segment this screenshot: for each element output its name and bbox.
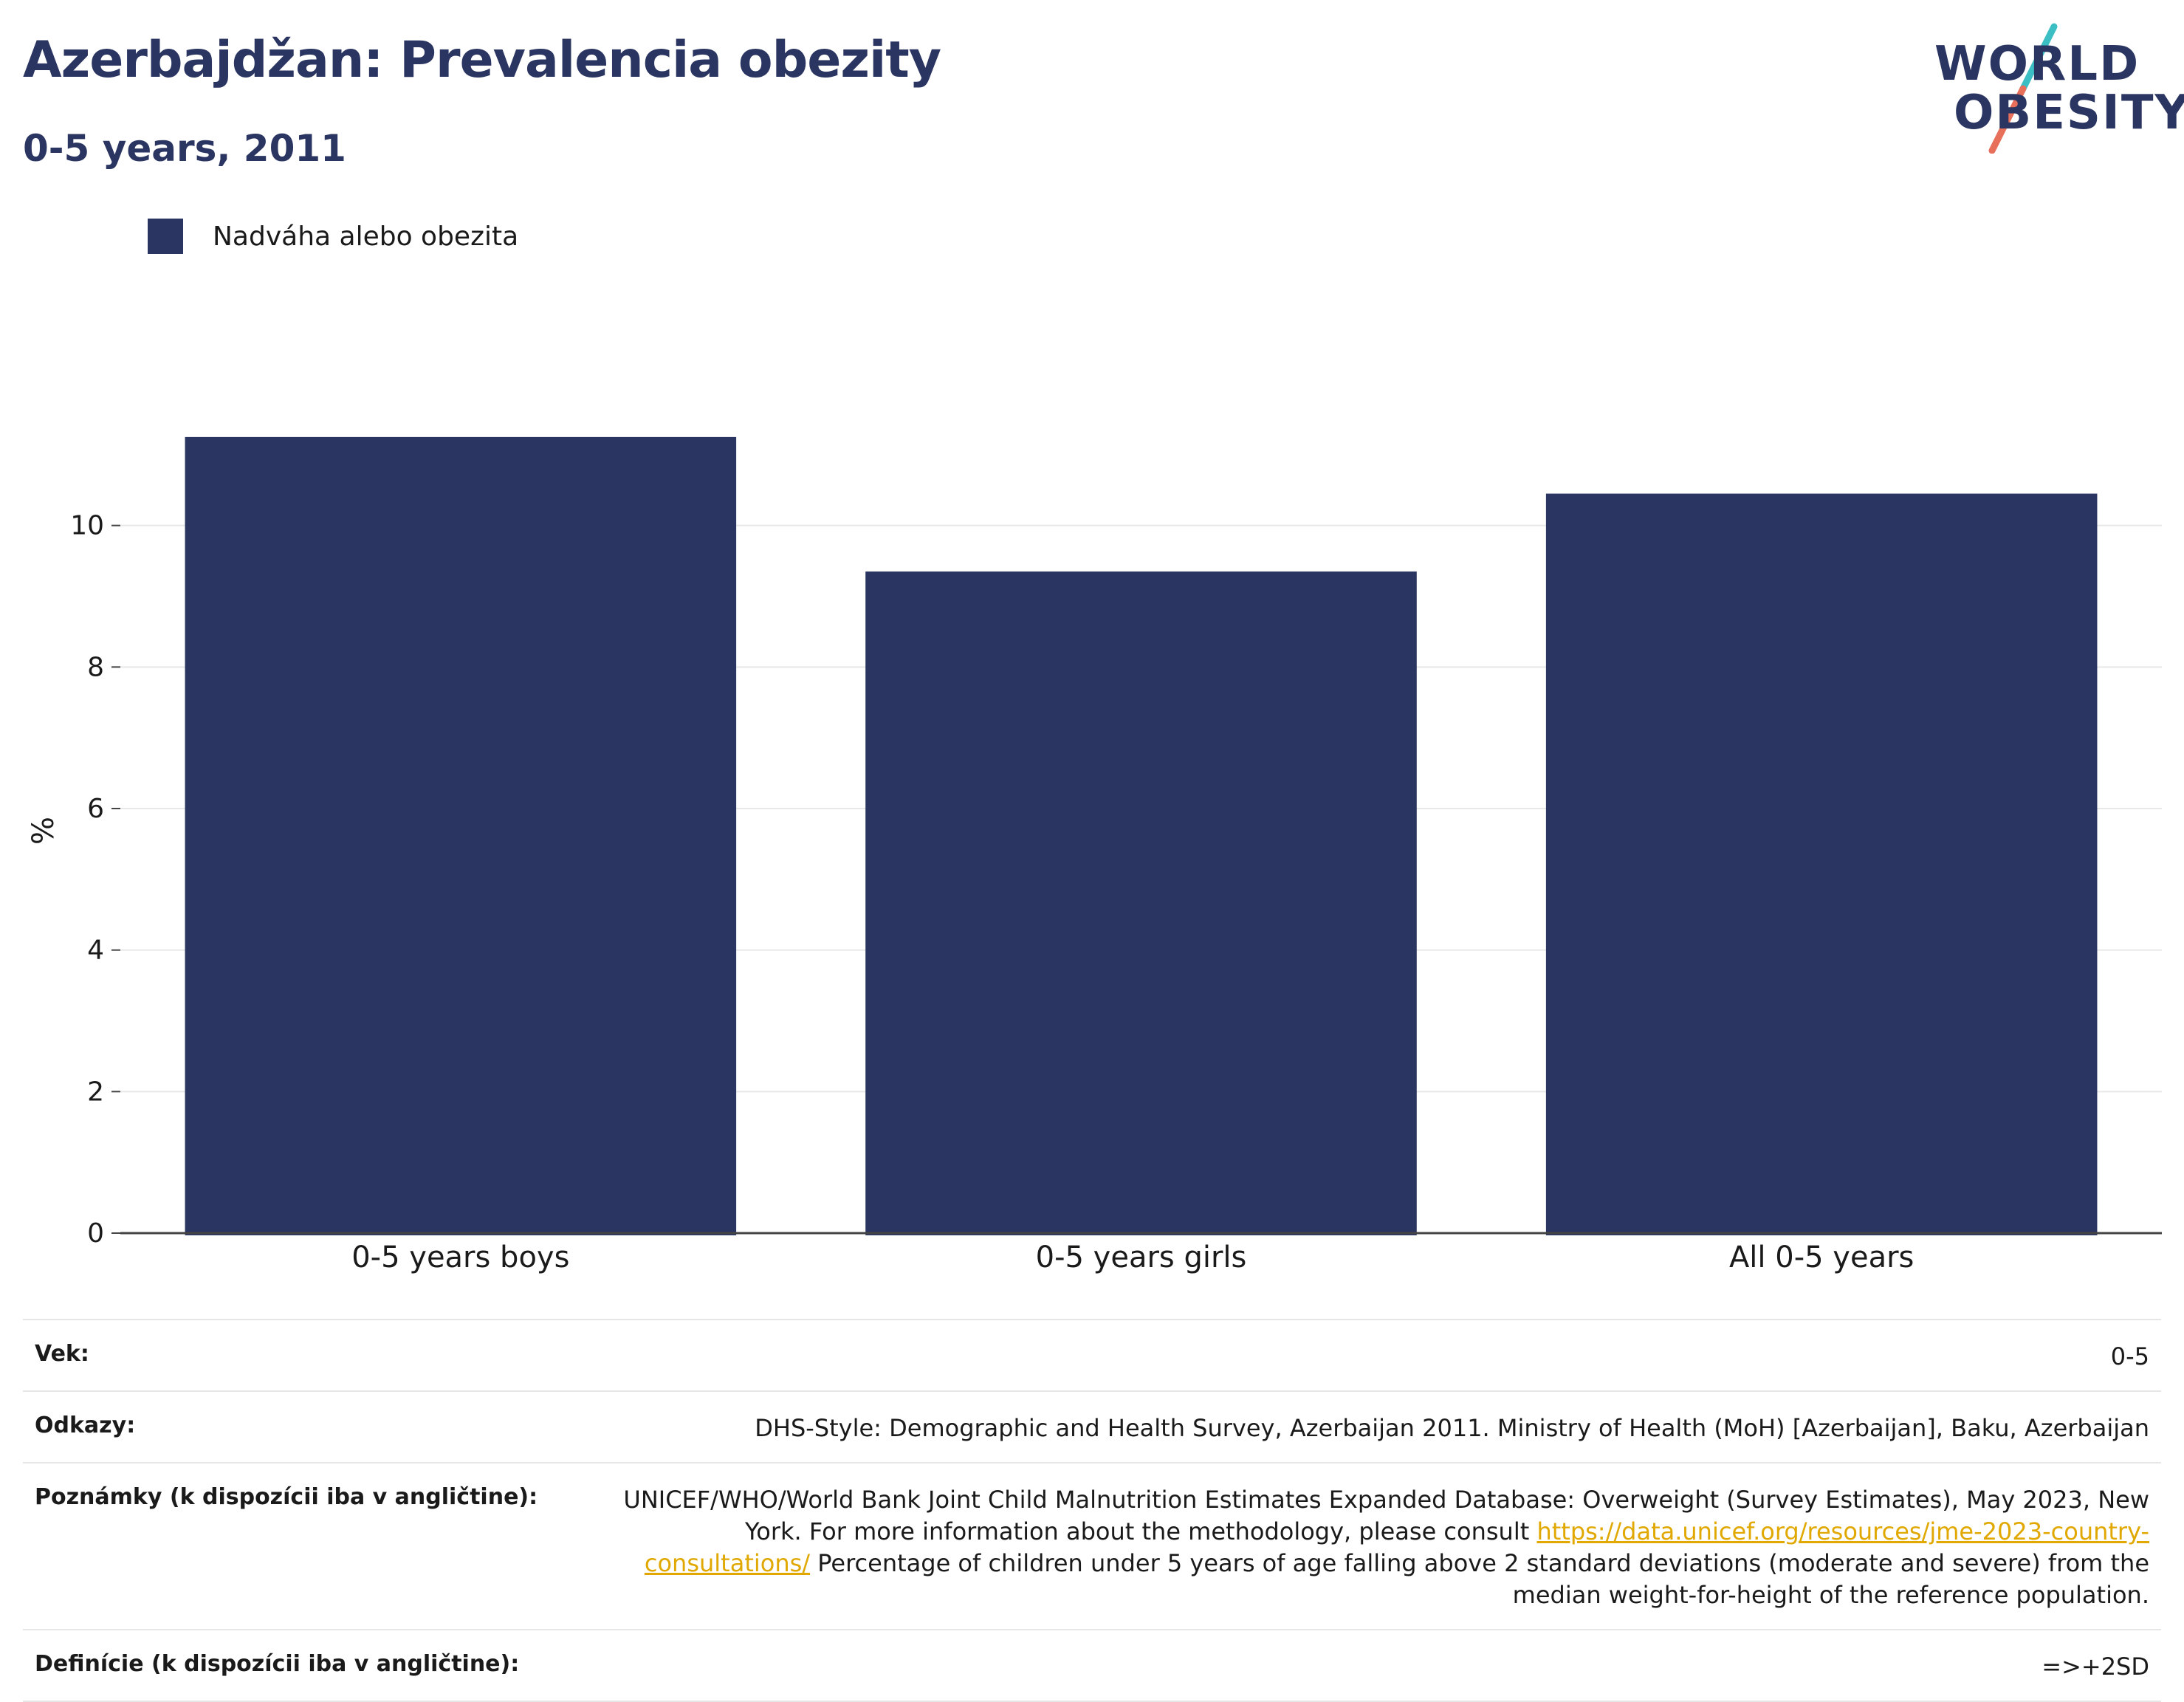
y-tick-label: 4 xyxy=(87,936,104,966)
logo-word-obesity: OBESITY xyxy=(1954,86,2184,140)
definitions-label: Definície (k dispozícii iba v angličtine… xyxy=(35,1651,520,1677)
bar-chart: 0 2 4 6 8 10 0-5 years boys 0-5 years girls All … xyxy=(27,436,2162,1274)
logo-word-world: WORLD xyxy=(1934,37,2140,92)
notes-text-before: UNICEF/WHO/World Bank Joint Child Malnut… xyxy=(623,1486,2149,1545)
y-tick-label: 2 xyxy=(87,1077,104,1107)
y-tick-label: 8 xyxy=(87,652,104,682)
meta-row-notes: Poznámky (k dispozícii iba v angličtine)… xyxy=(23,1462,2161,1629)
chart-subtitle: 0-5 years, 2011 xyxy=(23,127,346,170)
bar xyxy=(865,571,1417,1235)
age-label: Vek: xyxy=(35,1341,89,1367)
age-value: 0-5 xyxy=(2110,1342,2149,1370)
references-value: DHS-Style: Demographic and Health Survey… xyxy=(755,1414,2149,1442)
legend-label: Nadváha alebo obezita xyxy=(213,221,519,252)
x-tick-label: 0-5 years boys xyxy=(351,1241,569,1274)
y-tick-label: 0 xyxy=(87,1218,104,1249)
meta-row-age: Vek: 0-5 xyxy=(23,1319,2161,1390)
definitions-value: =>+2SD xyxy=(2042,1653,2149,1681)
notes-text-after: Percentage of children under 5 years of … xyxy=(810,1549,2149,1609)
meta-row-references: Odkazy: DHS-Style: Demographic and Healt… xyxy=(23,1390,2161,1462)
world-obesity-logo: WORLD OBESITY xyxy=(1927,21,2184,154)
legend: Nadváha alebo obezita xyxy=(148,219,518,254)
y-tick-label: 6 xyxy=(87,794,104,824)
notes-link[interactable]: https://data.unicef.org/resources/jme-20… xyxy=(644,1517,2149,1577)
y-tick-label: 10 xyxy=(70,511,104,541)
x-tick-label: All 0-5 years xyxy=(1729,1241,1914,1274)
logo-slash-icon xyxy=(1988,23,2058,154)
bar xyxy=(185,436,737,1235)
bar xyxy=(1545,493,2098,1235)
notes-value: UNICEF/WHO/World Bank Joint Child Malnut… xyxy=(614,1484,2149,1611)
notes-label: Poznámky (k dispozícii iba v angličtine)… xyxy=(35,1484,538,1510)
meta-row-definitions: Definície (k dispozícii iba v angličtine… xyxy=(23,1629,2161,1702)
x-tick-label: 0-5 years girls xyxy=(1036,1241,1247,1274)
metadata-table: Vek: 0-5 Odkazy: DHS-Style: Demographic … xyxy=(23,1319,2161,1702)
chart-title: Azerbajdžan: Prevalencia obezity xyxy=(23,31,941,89)
legend-swatch xyxy=(148,219,183,254)
references-label: Odkazy: xyxy=(35,1413,136,1438)
y-axis-label: % xyxy=(27,817,61,845)
